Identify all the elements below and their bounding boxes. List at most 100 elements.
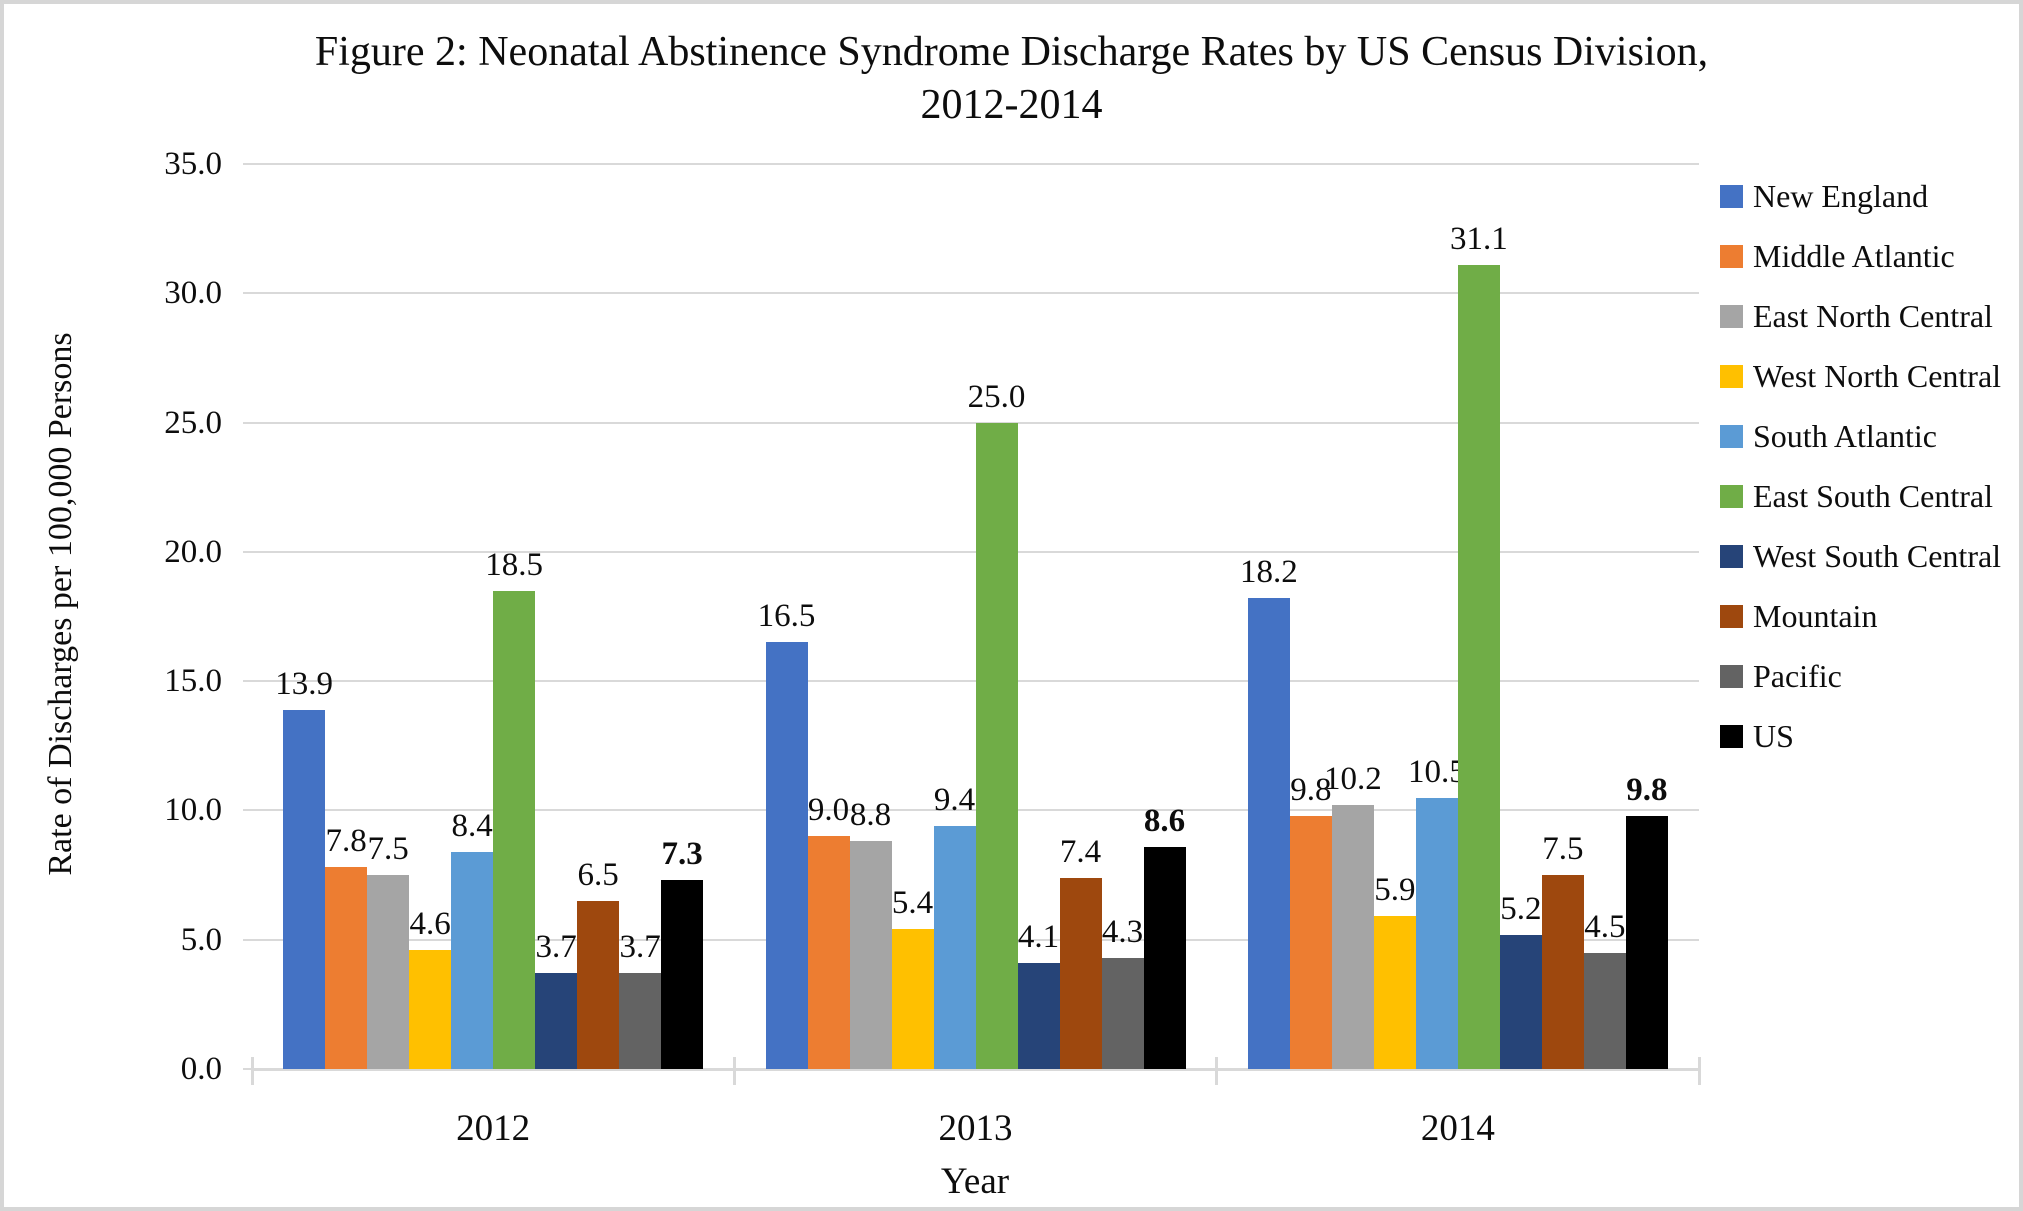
bar-west-south-central-2014 — [1499, 934, 1542, 1069]
bar-pacific-2014 — [1583, 952, 1626, 1069]
bar-value-label-west-south-central-2014: 5.2 — [1500, 890, 1542, 927]
y-tick-label-15: 15.0 — [164, 663, 222, 700]
bar-value-label-east-south-central-2013: 25.0 — [967, 378, 1026, 415]
bar-value-label-mountain-2012: 6.5 — [577, 856, 619, 893]
y-axis-tick — [243, 292, 252, 295]
legend-swatch-mountain — [1720, 604, 1743, 628]
bar-value-label-west-north-central-2012: 4.6 — [409, 906, 451, 943]
x-category-label-2013: 2013 — [938, 1108, 1013, 1149]
bar-value-label-east-north-central-2012: 7.5 — [367, 831, 409, 868]
legend-label-south-atlantic: South Atlantic — [1753, 417, 1937, 454]
y-axis-tick — [243, 680, 252, 683]
bar-value-label-us-2012: 7.3 — [661, 836, 703, 873]
gridline-30 — [252, 292, 1699, 295]
bar-east-south-central-2013 — [975, 422, 1018, 1069]
chart-title: Figure 2: Neonatal Abstinence Syndrome D… — [4, 26, 2019, 132]
legend-item-new-england: New England — [1720, 176, 1928, 216]
legend-swatch-new-england — [1720, 184, 1743, 208]
legend-swatch-us — [1720, 724, 1743, 748]
legend-item-west-south-central: West South Central — [1720, 536, 2001, 576]
bar-value-label-west-north-central-2014: 5.9 — [1374, 872, 1416, 909]
bar-east-south-central-2014 — [1457, 264, 1500, 1069]
legend-label-middle-atlantic: Middle Atlantic — [1753, 237, 1955, 274]
bar-value-label-new-england-2013: 16.5 — [757, 598, 816, 635]
x-axis-tick — [1215, 1057, 1219, 1085]
bar-mountain-2012 — [577, 900, 620, 1069]
bar-new-england-2014 — [1247, 598, 1290, 1069]
y-tick-label-0: 0.0 — [180, 1051, 222, 1087]
bar-middle-atlantic-2012 — [325, 867, 368, 1069]
bar-value-label-middle-atlantic-2012: 7.8 — [325, 823, 367, 860]
bar-west-south-central-2013 — [1017, 963, 1060, 1069]
x-category-label-2012: 2012 — [456, 1108, 531, 1149]
bar-value-label-east-north-central-2014: 10.2 — [1323, 761, 1382, 798]
legend-label-us: US — [1753, 717, 1794, 754]
bar-west-south-central-2012 — [535, 973, 578, 1069]
legend-item-middle-atlantic: Middle Atlantic — [1720, 236, 1955, 276]
bar-us-2013 — [1143, 846, 1186, 1069]
y-axis-tick — [243, 938, 252, 941]
bar-value-label-new-england-2012: 13.9 — [275, 665, 334, 702]
chart-title-line1: Figure 2: Neonatal Abstinence Syndrome D… — [314, 29, 1709, 75]
bar-new-england-2012 — [283, 709, 326, 1069]
bar-value-label-pacific-2013: 4.3 — [1101, 913, 1144, 950]
legend-swatch-east-north-central — [1720, 304, 1743, 328]
legend-label-new-england: New England — [1753, 177, 1929, 214]
y-tick-label-30: 30.0 — [164, 275, 222, 312]
x-axis-tick — [1697, 1057, 1701, 1085]
y-tick-label-10: 10.0 — [164, 792, 222, 829]
y-tick-label-25: 25.0 — [164, 404, 222, 441]
legend-swatch-west-north-central — [1720, 364, 1743, 388]
bar-east-south-central-2012 — [493, 590, 536, 1069]
bar-west-north-central-2012 — [409, 950, 452, 1069]
y-axis-tick — [243, 421, 252, 424]
bar-west-north-central-2013 — [891, 929, 934, 1069]
x-axis-tick — [732, 1057, 736, 1085]
bar-value-label-middle-atlantic-2013: 9.0 — [807, 792, 850, 829]
bar-value-label-pacific-2012: 3.7 — [619, 929, 661, 966]
legend-label-west-north-central: West North Central — [1753, 357, 2002, 394]
bar-middle-atlantic-2013 — [807, 836, 850, 1069]
y-axis-tick — [243, 1068, 252, 1070]
bar-mountain-2013 — [1059, 877, 1102, 1069]
bar-value-label-west-south-central-2012: 3.7 — [535, 929, 577, 966]
gridline-35 — [252, 163, 1699, 165]
bar-value-label-south-atlantic-2014: 10.5 — [1407, 753, 1466, 790]
y-axis-tick — [243, 809, 252, 812]
bar-middle-atlantic-2014 — [1289, 815, 1332, 1069]
bar-east-north-central-2013 — [849, 841, 892, 1069]
bar-south-atlantic-2013 — [933, 825, 976, 1069]
legend-item-mountain: Mountain — [1720, 596, 1877, 636]
y-axis-tick — [243, 163, 252, 165]
bar-pacific-2012 — [619, 973, 662, 1069]
x-axis-title: Year — [940, 1161, 1010, 1202]
legend-label-west-south-central: West South Central — [1753, 537, 2002, 574]
bar-value-label-mountain-2014: 7.5 — [1542, 831, 1584, 868]
bar-value-label-east-south-central-2014: 31.1 — [1449, 220, 1508, 257]
x-axis-tick — [250, 1057, 254, 1085]
legend-item-west-north-central: West North Central — [1720, 356, 2001, 396]
y-tick-label-35: 35.0 — [164, 146, 222, 182]
legend-label-pacific: Pacific — [1753, 657, 1842, 694]
bar-new-england-2013 — [765, 642, 808, 1069]
bar-value-label-middle-atlantic-2014: 9.8 — [1290, 771, 1332, 808]
bar-south-atlantic-2014 — [1415, 797, 1458, 1069]
legend-item-south-atlantic: South Atlantic — [1720, 416, 1937, 456]
chart-title-line2: 2012-2014 — [920, 82, 1103, 128]
legend-item-us: US — [1720, 716, 1794, 756]
legend-label-mountain: Mountain — [1753, 597, 1878, 634]
legend-label-east-north-central: East North Central — [1753, 297, 1993, 334]
legend-swatch-pacific — [1720, 664, 1743, 688]
y-tick-label-5: 5.0 — [180, 921, 222, 958]
bar-value-label-mountain-2013: 7.4 — [1059, 833, 1102, 870]
bar-east-north-central-2012 — [367, 875, 410, 1069]
bar-value-label-south-atlantic-2012: 8.4 — [451, 807, 493, 844]
y-tick-label-20: 20.0 — [164, 533, 222, 570]
bar-value-label-east-north-central-2013: 8.8 — [849, 797, 892, 834]
y-axis-title: Rate of Discharges per 100,000 Persons — [42, 332, 79, 876]
bar-south-atlantic-2012 — [451, 851, 494, 1069]
bar-value-label-pacific-2014: 4.5 — [1584, 908, 1626, 945]
gridline-25 — [252, 421, 1699, 424]
bar-value-label-south-atlantic-2013: 9.4 — [933, 781, 976, 818]
